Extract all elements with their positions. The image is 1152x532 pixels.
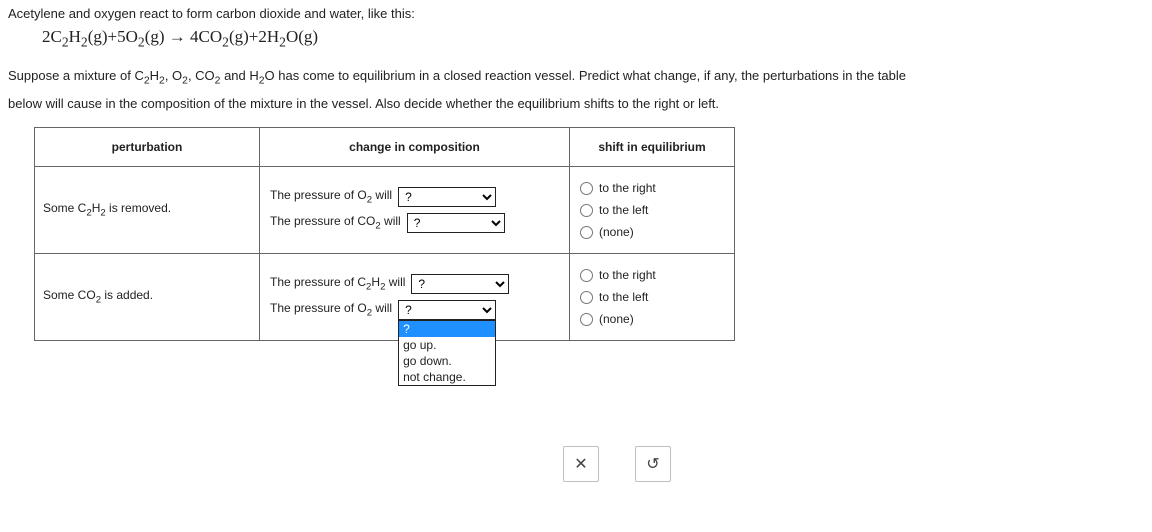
eq-part: 2H: [258, 27, 279, 46]
radio-shift-left-2[interactable]: [580, 291, 593, 304]
txt: , CO: [188, 68, 215, 83]
txt: will: [385, 275, 405, 289]
txt: Some CO: [43, 288, 96, 302]
eq-sub: 2: [222, 34, 229, 49]
eq-part: (g): [298, 27, 318, 46]
change-label-2b: The pressure of O2 will: [270, 301, 392, 318]
shift-cell-2: to the right to the left (none): [570, 254, 735, 341]
eq-arrow: →: [165, 27, 191, 46]
instruction-text-line1: Suppose a mixture of C2H2, O2, CO2 and H…: [8, 66, 1144, 89]
header-change: change in composition: [260, 128, 570, 167]
txt: , O: [165, 68, 182, 83]
eq-sub: 2: [279, 34, 286, 49]
txt: will: [372, 188, 392, 202]
txt: is removed.: [106, 201, 171, 215]
chemical-equation: 2C2H2(g)+5O2(g) → 4CO2(g)+2H2O(g): [42, 27, 1144, 50]
radio-label: (none): [599, 312, 634, 326]
change-label-1a: The pressure of O2 will: [270, 188, 392, 205]
instruction-text-line2: below will cause in the composition of t…: [8, 94, 1144, 114]
eq-sub: 2: [62, 34, 69, 49]
txt: The pressure of O: [270, 188, 367, 202]
header-perturbation: perturbation: [35, 128, 260, 167]
radio-shift-none-2[interactable]: [580, 313, 593, 326]
dropdown-list-open: ? go up. go down. not change.: [398, 320, 496, 386]
close-icon: ✕: [574, 454, 587, 474]
perturbation-cell-2: Some CO2 is added.: [35, 254, 260, 341]
txt: will: [381, 214, 401, 228]
dropdown-co2-pressure-1[interactable]: ?: [407, 213, 505, 233]
header-shift: shift in equilibrium: [570, 128, 735, 167]
button-bar: ✕ ↺: [563, 446, 671, 482]
table-row: Some C2H2 is removed. The pressure of O2…: [35, 167, 735, 254]
txt: Some C: [43, 201, 86, 215]
perturbation-cell-1: Some C2H2 is removed.: [35, 167, 260, 254]
radio-shift-left-1[interactable]: [580, 204, 593, 217]
radio-label: to the left: [599, 290, 648, 304]
txt: O has come to equilibrium in a closed re…: [265, 68, 906, 83]
txt: Suppose a mixture of C: [8, 68, 144, 83]
dropdown-option[interactable]: go up.: [399, 337, 495, 353]
table-row: Some CO2 is added. The pressure of C2H2 …: [35, 254, 735, 341]
radio-label: to the right: [599, 268, 656, 282]
change-label-2a: The pressure of C2H2 will: [270, 275, 405, 292]
eq-part: (g): [145, 27, 165, 46]
eq-part: O: [286, 27, 298, 46]
eq-part: H: [69, 27, 81, 46]
intro-text: Acetylene and oxygen react to form carbo…: [8, 6, 1144, 21]
radio-shift-right-2[interactable]: [580, 269, 593, 282]
eq-part: (g): [88, 27, 108, 46]
txt: will: [372, 301, 392, 315]
change-cell-1: The pressure of O2 will ? The pressure o…: [260, 167, 570, 254]
eq-sub: 2: [138, 34, 145, 49]
txt: and H: [220, 68, 258, 83]
dropdown-option-selected[interactable]: ?: [399, 321, 495, 337]
txt: H: [371, 275, 380, 289]
txt: H: [150, 68, 159, 83]
dropdown-option[interactable]: go down.: [399, 353, 495, 369]
radio-label: to the left: [599, 203, 648, 217]
eq-part: 4CO: [190, 27, 222, 46]
eq-part: +: [249, 27, 259, 46]
dropdown-o2-pressure-1[interactable]: ?: [398, 187, 496, 207]
dropdown-c2h2-pressure-2[interactable]: ?: [411, 274, 509, 294]
eq-part: (g): [229, 27, 249, 46]
radio-label: to the right: [599, 181, 656, 195]
eq-part: 2C: [42, 27, 62, 46]
eq-sub: 2: [81, 34, 88, 49]
radio-label: (none): [599, 225, 634, 239]
radio-shift-right-1[interactable]: [580, 182, 593, 195]
txt: The pressure of O: [270, 301, 367, 315]
change-label-1b: The pressure of CO2 will: [270, 214, 401, 231]
radio-shift-none-1[interactable]: [580, 226, 593, 239]
dropdown-option[interactable]: not change.: [399, 369, 495, 385]
txt: The pressure of CO: [270, 214, 375, 228]
eq-part: +: [108, 27, 118, 46]
reset-icon: ↺: [646, 454, 659, 474]
change-cell-2: The pressure of C2H2 will ? The pressure…: [260, 254, 570, 341]
eq-part: 5O: [117, 27, 138, 46]
perturbation-table: perturbation change in composition shift…: [34, 127, 735, 341]
txt: is added.: [101, 288, 153, 302]
shift-cell-1: to the right to the left (none): [570, 167, 735, 254]
close-button[interactable]: ✕: [563, 446, 599, 482]
reset-button[interactable]: ↺: [635, 446, 671, 482]
txt: The pressure of C: [270, 275, 366, 289]
dropdown-o2-pressure-2[interactable]: ?: [398, 300, 496, 320]
